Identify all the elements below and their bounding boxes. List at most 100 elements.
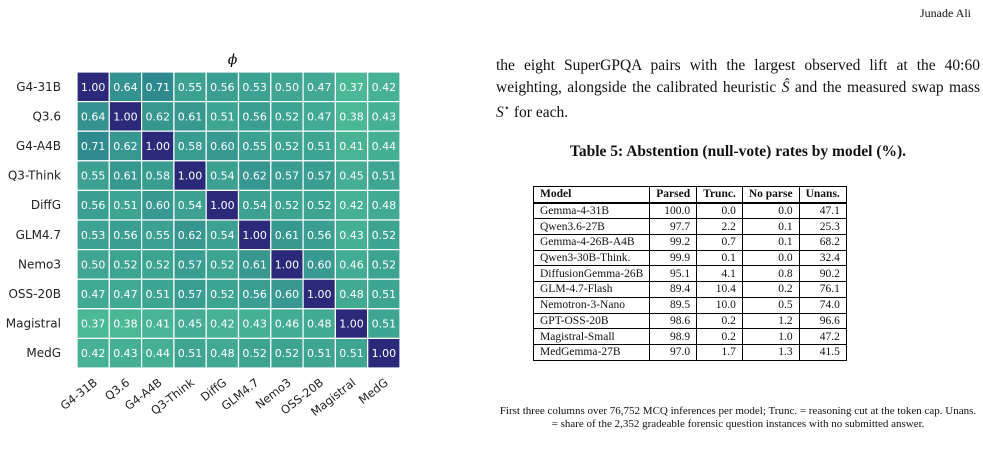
value-cell: 0.2 xyxy=(696,328,743,345)
x-tick-label: G4-31B xyxy=(58,375,101,413)
cell-value-label: 0.61 xyxy=(242,258,267,271)
cell-value-label: 1.00 xyxy=(339,318,364,331)
value-cell: 0.2 xyxy=(741,281,800,298)
heatmap-cell xyxy=(141,278,175,310)
cell-value-label: 0.57 xyxy=(275,170,300,183)
cell-value-label: 0.48 xyxy=(210,347,235,360)
cell-value-label: 1.00 xyxy=(307,288,332,301)
value-cell: 0.0 xyxy=(741,202,800,220)
heatmap-cell xyxy=(302,278,337,310)
model-name-cell: Gemma-4-31B xyxy=(532,202,651,220)
column-header-parsed: Parsed xyxy=(649,185,698,204)
model-name-cell: Magistral-Small xyxy=(532,328,651,345)
heatmap-cell xyxy=(108,100,143,132)
heatmap-cell xyxy=(205,189,240,221)
heatmap-cell xyxy=(367,249,401,280)
cell-value-label: 0.46 xyxy=(339,258,364,271)
value-cell: 0.1 xyxy=(741,234,800,251)
cell-value-label: 0.60 xyxy=(146,199,171,212)
value-cell: 68.2 xyxy=(798,234,847,251)
heatmap-cell xyxy=(173,219,207,251)
cell-value-label: 0.47 xyxy=(307,81,332,94)
value-cell: 0.1 xyxy=(696,249,743,267)
heatmap-cell xyxy=(367,189,401,221)
heatmap-cell xyxy=(108,308,143,339)
s-star-symbol: S xyxy=(496,104,504,122)
model-name-cell: DiffusionGemma-26B xyxy=(532,265,651,283)
cell-value-label: 0.51 xyxy=(307,140,332,153)
value-cell: 0.7 xyxy=(696,234,743,251)
model-name-cell: GPT-OSS-20B xyxy=(532,312,651,330)
heatmap-cell xyxy=(334,278,369,310)
cell-value-label: 1.00 xyxy=(210,199,235,212)
value-cell: 0.5 xyxy=(741,296,800,314)
column-header-model: Model xyxy=(532,185,651,204)
heatmap-cell xyxy=(302,71,337,103)
value-cell: 4.1 xyxy=(696,265,743,283)
paragraph-text-2: and the measured swap mass xyxy=(789,78,980,96)
value-cell: 76.1 xyxy=(798,281,847,298)
heatmap-cell xyxy=(270,278,304,310)
heatmap-cell xyxy=(367,100,401,132)
heatmap-cell xyxy=(108,189,143,221)
cell-value-label: 0.71 xyxy=(146,81,171,94)
cell-value-label: 0.45 xyxy=(178,318,203,331)
table-row: GPT-OSS-20B 98.6 0.2 1.2 96.6 xyxy=(532,312,847,330)
value-cell: 41.5 xyxy=(798,343,847,361)
cell-value-label: 0.56 xyxy=(113,229,138,242)
cell-value-label: 0.51 xyxy=(178,347,203,360)
heatmap-cell xyxy=(334,189,369,221)
cell-value-label: 0.52 xyxy=(275,110,300,123)
cell-value-label: 0.60 xyxy=(307,258,332,271)
value-cell: 99.2 xyxy=(649,234,698,251)
cell-value-label: 1.00 xyxy=(372,347,397,360)
star-symbol: ⋆ xyxy=(503,103,511,114)
cell-value-label: 0.54 xyxy=(210,229,235,242)
value-cell: 97.7 xyxy=(649,218,698,236)
cell-value-label: 0.37 xyxy=(339,81,364,94)
cell-value-label: 1.00 xyxy=(275,258,300,271)
heatmap-cell xyxy=(334,219,369,251)
value-cell: 100.0 xyxy=(649,202,698,220)
cell-value-label: 0.51 xyxy=(372,288,397,301)
heatmap-cell xyxy=(205,308,240,339)
cell-value-label: 0.61 xyxy=(113,170,138,183)
cell-value-label: 0.52 xyxy=(372,258,397,271)
cell-value-label: 0.43 xyxy=(113,347,138,360)
value-cell: 74.0 xyxy=(798,296,847,314)
cell-value-label: 0.58 xyxy=(146,170,171,183)
value-cell: 47.1 xyxy=(798,202,847,220)
cell-value-label: 0.46 xyxy=(275,318,300,331)
s-hat-symbol: Ŝ xyxy=(781,78,790,96)
cell-value-label: 0.42 xyxy=(81,347,106,360)
cell-value-label: 0.55 xyxy=(178,81,203,94)
cell-value-label: 0.51 xyxy=(113,199,138,212)
y-tick-label: GLM4.7 xyxy=(16,228,61,242)
heatmap-cell xyxy=(108,130,143,162)
value-cell: 1.2 xyxy=(741,312,800,330)
heatmap-cell xyxy=(237,189,272,221)
value-cell: 2.2 xyxy=(696,218,743,236)
value-cell: 0.8 xyxy=(741,265,800,283)
value-cell: 25.3 xyxy=(798,218,847,236)
cell-value-label: 1.00 xyxy=(146,140,171,153)
cell-value-label: 0.52 xyxy=(275,140,300,153)
heatmap-cell xyxy=(141,337,175,369)
cell-value-label: 0.44 xyxy=(146,347,171,360)
y-tick-label: Q3-Think xyxy=(8,169,61,183)
table-row: MedGemma-27B 97.0 1.7 1.3 41.5 xyxy=(532,343,847,361)
heatmap-cell xyxy=(205,278,240,310)
heatmap-cell xyxy=(334,100,369,132)
heatmap-cell xyxy=(302,337,337,369)
cell-value-label: 0.52 xyxy=(210,258,235,271)
cell-value-label: 0.42 xyxy=(210,318,235,331)
cell-value-label: 0.62 xyxy=(242,170,267,183)
heatmap-cell xyxy=(205,219,240,251)
cell-value-label: 0.41 xyxy=(146,318,171,331)
cell-value-label: 0.48 xyxy=(372,199,397,212)
y-tick-label: DiffG xyxy=(31,198,61,212)
heatmap-cell xyxy=(270,130,304,162)
table-row: GLM-4.7-Flash 89.4 10.4 0.2 76.1 xyxy=(532,281,847,298)
cell-value-label: 0.62 xyxy=(146,110,171,123)
heatmap-cell xyxy=(141,219,175,251)
